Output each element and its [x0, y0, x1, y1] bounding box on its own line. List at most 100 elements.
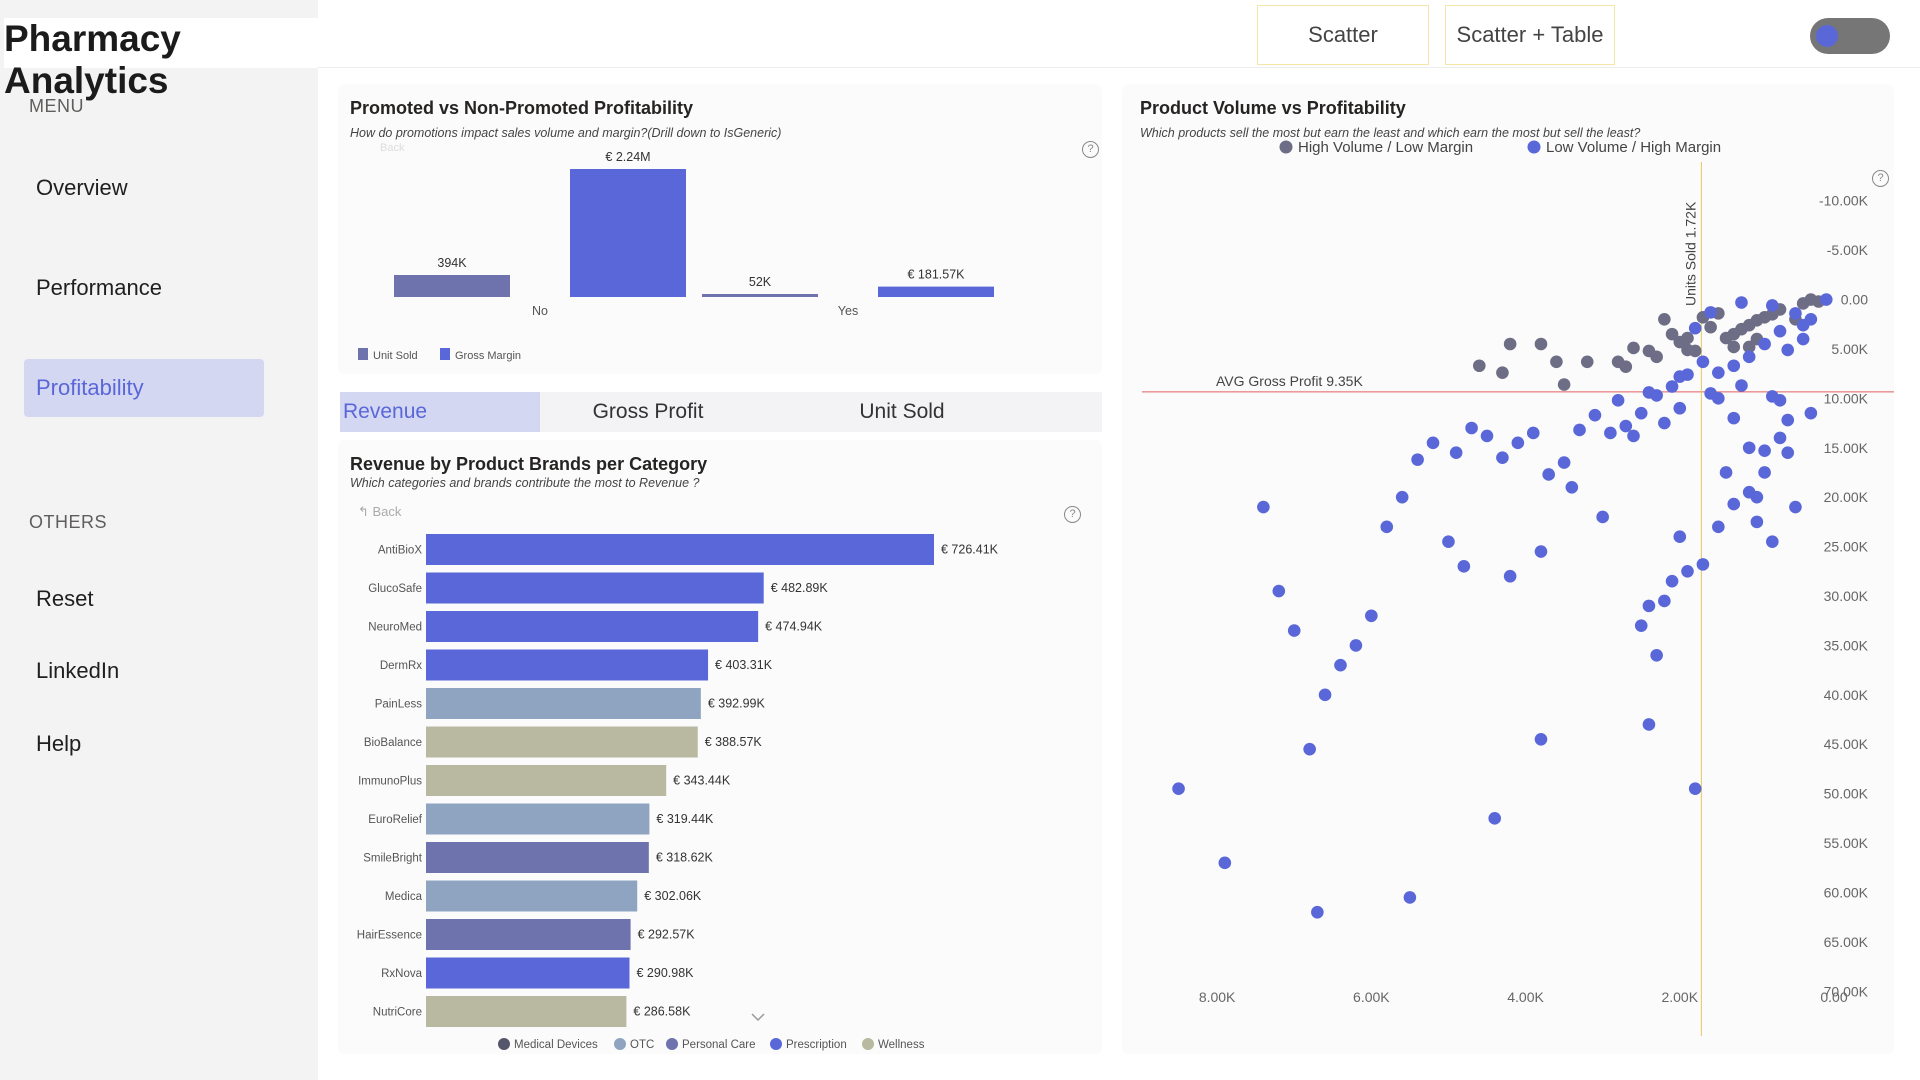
scatter-point — [1658, 312, 1671, 326]
brand-value-label: € 474.94K — [765, 620, 823, 634]
sidebar-item-profitability[interactable]: Profitability — [24, 359, 264, 417]
brand-value-label: € 318.62K — [656, 851, 714, 865]
promo-legend-swatch — [440, 348, 450, 360]
brand-bar — [426, 803, 650, 835]
promo-bar-no-1 — [570, 169, 686, 297]
brand-legend-dot — [862, 1038, 874, 1050]
scatter-point — [1781, 343, 1795, 357]
scatter-point — [1619, 419, 1633, 433]
scatter-point — [1503, 569, 1517, 583]
scatter-point — [1349, 639, 1363, 652]
brand-legend-label: Prescription — [786, 1039, 847, 1051]
scatter-point — [1442, 535, 1455, 548]
tab-gross-profit[interactable]: Gross Profit — [592, 400, 704, 423]
sidebar-item-help[interactable]: Help — [36, 731, 82, 756]
scatter-point — [1819, 293, 1833, 306]
tab-unit-sold[interactable]: Unit Sold — [859, 400, 945, 423]
brand-label: NutriCore — [373, 1007, 422, 1019]
tab-revenue[interactable]: Revenue — [340, 392, 540, 432]
brand-legend-label: Personal Care — [682, 1039, 756, 1051]
brand-bar — [426, 842, 649, 873]
scatter-point — [1727, 359, 1741, 373]
scatter-point — [1719, 331, 1733, 345]
brand-legend-label: OTC — [630, 1039, 654, 1051]
sidebar-item-linkedin[interactable]: LinkedIn — [36, 658, 120, 683]
brand-back-button[interactable]: ↰ Back — [358, 504, 401, 520]
scatter-point — [1480, 429, 1494, 443]
scatter-point — [1796, 297, 1810, 310]
brand-help-icon[interactable]: ? — [1064, 506, 1081, 523]
brand-value-label: € 726.41K — [941, 543, 999, 557]
brand-label: RxNova — [381, 968, 423, 980]
scatter-point — [1380, 520, 1394, 534]
scatter-point — [1804, 406, 1818, 420]
scatter-point — [1766, 535, 1779, 548]
metric-tabs: Revenue Gross Profit Unit Sold — [340, 392, 1102, 432]
scatter-point — [1704, 320, 1717, 334]
sidebar-item-overview[interactable]: Overview — [36, 175, 128, 200]
scatter-point — [1557, 456, 1571, 469]
volume-profitability-card: Product Volume vs Profitability Which pr… — [1122, 84, 1894, 1054]
scatter-point — [1172, 782, 1185, 796]
scatter-point — [1627, 341, 1640, 355]
menu-section-label: MENU — [29, 96, 84, 116]
scatter-point — [1526, 426, 1540, 440]
scatter-point — [1634, 619, 1648, 632]
scatter-point — [1735, 322, 1748, 336]
brand-value-label: € 403.31K — [715, 658, 773, 672]
scatter-point — [1496, 366, 1509, 379]
promo-back-button[interactable]: Back — [380, 142, 405, 154]
scatter-point — [1696, 558, 1710, 571]
scatter-point — [1511, 436, 1525, 450]
promo-profitability-card: Promoted vs Non-Promoted Profitability H… — [338, 84, 1102, 374]
scatter-point — [1557, 378, 1571, 391]
scatter-point — [1488, 812, 1502, 825]
scatter-point — [1287, 624, 1301, 637]
scatter-point — [1712, 392, 1725, 405]
scatter-point — [1503, 337, 1517, 351]
scatter-help-icon[interactable]: ? — [1872, 170, 1889, 187]
scatter-point — [1665, 380, 1679, 393]
sidebar: Pharmacy Analytics MENU Overview Perform… — [0, 0, 318, 1080]
scatter-y-tick: 20.00K — [1824, 489, 1869, 505]
scatter-point — [1619, 360, 1633, 374]
scatter-point — [1758, 444, 1771, 458]
brand-legend-dot — [770, 1038, 782, 1050]
scatter-card-title: Product Volume vs Profitability — [1140, 98, 1406, 118]
scatter-point — [1735, 379, 1748, 392]
scatter-card-subtitle: Which products sell the most but earn th… — [1140, 126, 1641, 140]
scatter-point — [1334, 658, 1347, 672]
avg-gross-profit-label: AVG Gross Profit 9.35K — [1216, 373, 1363, 389]
brand-label: HairEssence — [357, 930, 422, 942]
promo-bar-yes-0 — [702, 294, 818, 297]
brand-legend-dot — [498, 1038, 510, 1050]
scatter-point — [1395, 490, 1409, 504]
scatter-point — [1634, 406, 1648, 420]
brand-value-label: € 392.99K — [708, 697, 766, 711]
sidebar-item-performance[interactable]: Performance — [36, 275, 162, 300]
app-title: Pharmacy Analytics — [4, 18, 318, 101]
view-toggle[interactable] — [1810, 18, 1890, 54]
scatter-point — [1796, 318, 1810, 332]
brand-bar — [426, 534, 934, 565]
scatter-point — [1727, 340, 1741, 354]
scatter-point — [1742, 441, 1756, 455]
brand-value-label: € 388.57K — [705, 735, 763, 749]
sidebar-item-reset[interactable]: Reset — [36, 586, 94, 611]
promo-help-icon[interactable]: ? — [1082, 141, 1099, 158]
scatter-point — [1712, 366, 1725, 379]
brand-value-label: € 482.89K — [771, 581, 829, 595]
brand-label: GlucoSafe — [368, 583, 422, 595]
toggle-knob — [1816, 25, 1838, 47]
scatter-table-view-button[interactable]: Scatter + Table — [1445, 5, 1615, 65]
scatter-point — [1588, 408, 1602, 422]
scatter-view-button[interactable]: Scatter — [1257, 5, 1429, 65]
scatter-point — [1411, 453, 1424, 466]
brand-bar-chart: AntiBioX € 726.41K GlucoSafe € 482.89K Neuro… — [357, 534, 999, 1051]
scatter-point — [1257, 500, 1270, 514]
brand-card-title: Revenue by Product Brands per Category — [350, 454, 708, 474]
scatter-point — [1449, 446, 1463, 460]
promo-bar-chart: 394K € 2.24M No 52K € 181.57K Yes Unit Sold Gro… — [358, 150, 994, 362]
brand-bar — [426, 649, 709, 681]
brand-revenue-card: Revenue by Product Brands per Category W… — [338, 440, 1102, 1054]
